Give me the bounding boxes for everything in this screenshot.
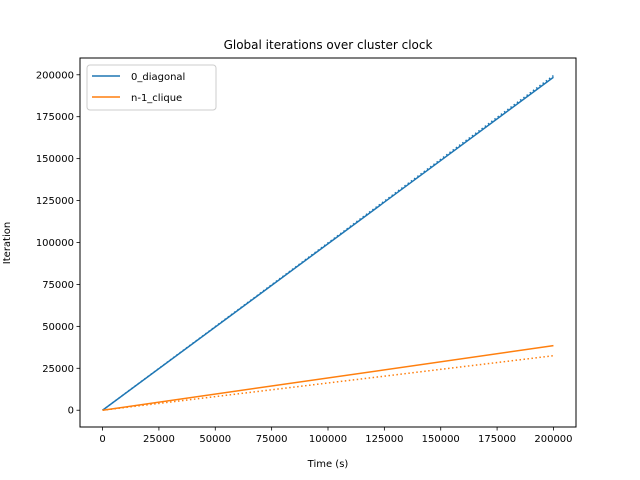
y-axis-ticks: 0 25000 50000 75000 100000 125000 150000 175000… <box>36 70 80 417</box>
x-tick-label: 75000 <box>256 434 288 445</box>
legend-label-0_diagonal: 0_diagonal <box>131 72 185 83</box>
y-tick-label: 200000 <box>36 70 74 81</box>
x-tick-label: 125000 <box>365 434 403 445</box>
y-tick-label: 50000 <box>42 322 74 333</box>
x-tick-label: 50000 <box>199 434 231 445</box>
x-tick-label: 100000 <box>309 434 347 445</box>
x-tick-label: 25000 <box>143 434 175 445</box>
x-tick-label: 175000 <box>478 434 516 445</box>
x-tick-label: 150000 <box>422 434 460 445</box>
plot-lines <box>102 75 554 411</box>
y-tick-label: 150000 <box>36 154 74 165</box>
y-tick-label: 100000 <box>36 238 74 249</box>
series-line-n-1_clique <box>102 344 554 411</box>
x-axis-label: Time (s) <box>307 459 349 470</box>
legend: 0_diagonal n-1_clique <box>86 64 217 111</box>
y-tick-label: 175000 <box>36 112 74 123</box>
x-axis-ticks: 0 25000 50000 75000 100000 125000 150000 175000… <box>99 427 573 445</box>
x-tick-label: 200000 <box>534 434 572 445</box>
y-axis-label: Iteration <box>2 222 13 264</box>
x-tick-label: 0 <box>99 434 105 445</box>
legend-label-n-1_clique: n-1_clique <box>131 93 182 104</box>
y-tick-label: 75000 <box>42 280 74 291</box>
y-tick-label: 125000 <box>36 196 74 207</box>
plot-frame <box>79 57 577 428</box>
y-tick-label: 0 <box>68 406 74 417</box>
y-tick-label: 25000 <box>42 364 74 375</box>
series-line-dotted-2 <box>102 75 554 411</box>
chart-title: Global iterations over cluster clock <box>224 38 433 52</box>
